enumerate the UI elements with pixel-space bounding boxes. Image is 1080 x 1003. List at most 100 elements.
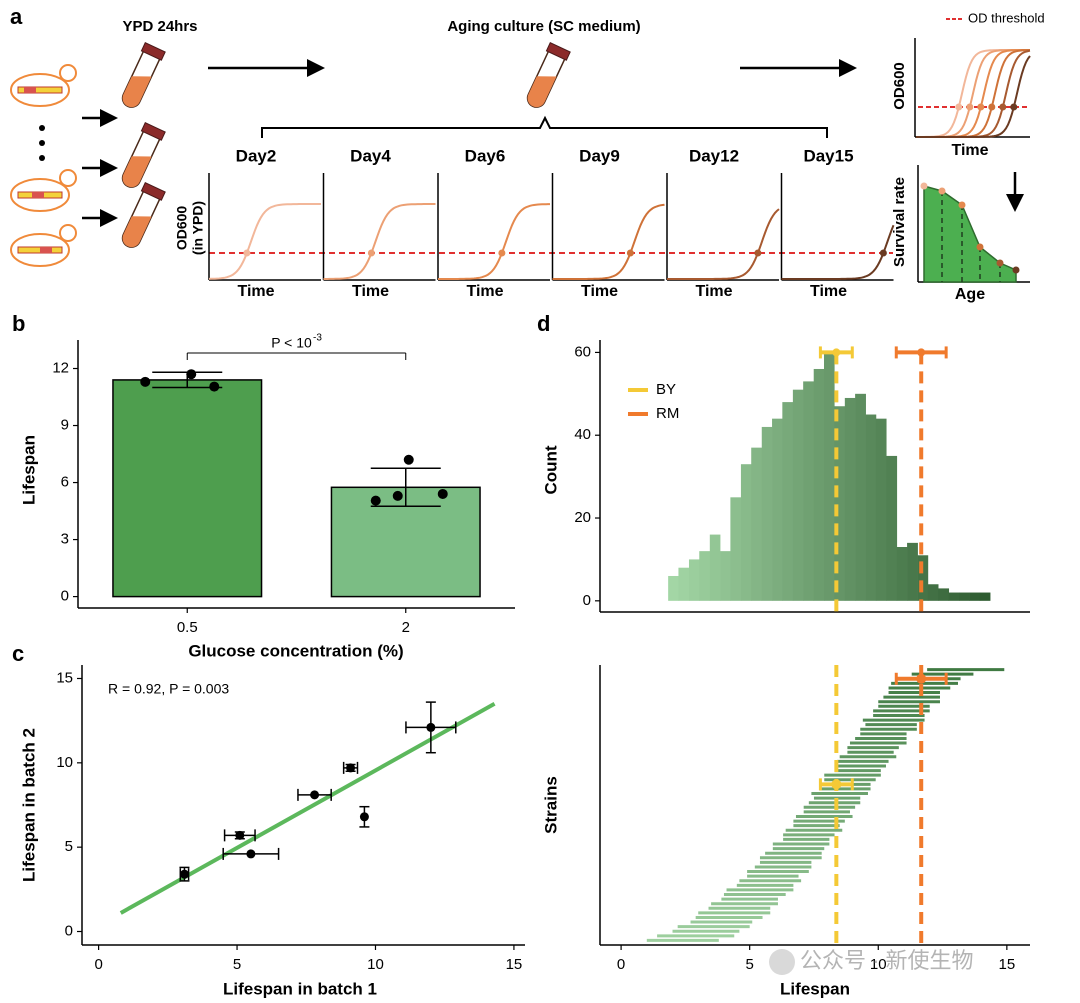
yeast-bud (59, 64, 77, 82)
y-tick-label: 12 (52, 359, 69, 376)
histogram-bar (886, 455, 898, 601)
ellipsis-dot (39, 155, 45, 161)
panel-label: d (537, 311, 550, 336)
histogram-bar (730, 497, 742, 601)
threshold-dot (367, 249, 375, 257)
histogram-bar (688, 559, 700, 601)
histogram-bar (959, 592, 970, 601)
histogram-bar (938, 588, 950, 601)
survival-area (923, 185, 1017, 283)
x-axis-label: Lifespan in batch 1 (223, 979, 377, 998)
data-point (426, 722, 436, 732)
y-axis-label: Lifespan (19, 435, 38, 505)
y-axis-label: Strains (541, 776, 560, 834)
day-label: Day2 (236, 146, 277, 165)
x-axis-label: Lifespan (780, 979, 850, 998)
data-point (392, 490, 403, 501)
time-label: Time (237, 283, 274, 300)
brace (261, 115, 828, 138)
data-point (437, 488, 448, 499)
mean-point (831, 779, 842, 790)
histogram-bar (834, 406, 846, 601)
histogram-bar (865, 414, 877, 601)
y-tick-label: 15 (56, 669, 73, 686)
data-point (140, 376, 151, 387)
od-dot (999, 103, 1007, 111)
growth-curve (552, 203, 665, 280)
tube (121, 122, 166, 188)
yeast-bud (59, 224, 77, 242)
step-label: YPD 24hrs (122, 18, 197, 35)
day-label: Day4 (350, 146, 391, 165)
step-label: Aging culture (SC medium) (447, 18, 640, 35)
data-point (403, 454, 414, 465)
legend-label: BY (656, 381, 676, 398)
tube-liquid (527, 76, 557, 108)
od-xlabel: Time (951, 142, 988, 159)
panel-label: a (10, 4, 23, 29)
arrow-head (307, 59, 325, 77)
tube-cap (545, 42, 571, 61)
x-axis-label: Glucose concentration (%) (188, 641, 403, 660)
y-tick-label: 3 (61, 531, 69, 548)
histogram-bar (699, 551, 711, 601)
histogram-bar (855, 393, 866, 601)
bar (112, 379, 263, 598)
growth-curve (781, 224, 895, 280)
survival-dot (976, 243, 984, 251)
x-tick-label: 15 (506, 956, 523, 973)
histogram-bar (927, 584, 939, 601)
arrow-head (100, 109, 118, 127)
histogram-bar (803, 381, 815, 601)
yeast-bud (59, 169, 77, 187)
tube (121, 42, 166, 108)
tube-cap (140, 122, 166, 141)
tube-cap (140, 182, 166, 201)
tube-liquid (122, 216, 152, 248)
x-tick-label: 10 (870, 956, 887, 973)
od-dot (955, 103, 963, 111)
histogram-bar (979, 592, 991, 601)
histogram-bar (709, 534, 721, 601)
time-label: Time (810, 283, 847, 300)
y-tick-label: 9 (61, 417, 69, 434)
histogram-bar (917, 555, 929, 601)
histogram-bar (844, 397, 856, 601)
ellipsis-dot (39, 125, 45, 131)
chromosome-segment (32, 192, 44, 198)
panel-label: b (12, 311, 25, 336)
legend-text: OD threshold (968, 10, 1045, 25)
od-curve (916, 55, 1031, 138)
y-tick-label: 0 (583, 592, 591, 609)
threshold-dot (498, 249, 506, 257)
histogram-bar (761, 426, 773, 601)
threshold-dot (754, 249, 762, 257)
arrow-head (1006, 194, 1024, 212)
surv-xlabel: Age (955, 286, 985, 303)
x-tick-label: 2 (402, 619, 410, 636)
watermark-icon (769, 949, 795, 975)
watermark: 公众号 · 新使生物 (800, 948, 974, 973)
x-tick-label: 10 (367, 956, 384, 973)
x-tick-label: 5 (746, 956, 754, 973)
histogram-bar (772, 418, 783, 601)
y-tick-label: 6 (61, 474, 69, 491)
time-label: Time (581, 283, 618, 300)
panel-label: c (12, 641, 24, 666)
histogram-bar (782, 402, 794, 601)
histogram-bar (813, 368, 825, 601)
ellipsis-dot (39, 140, 45, 146)
histogram-bar (824, 352, 835, 601)
data-point (370, 495, 381, 506)
growth-curve (438, 203, 550, 280)
histogram-bar (896, 547, 908, 601)
histogram-bar (740, 464, 752, 601)
annotation: P < 10 (271, 335, 312, 351)
fit-line (119, 702, 496, 915)
day-label: Day6 (465, 146, 506, 165)
mean-point (917, 348, 926, 357)
x-tick-label: 5 (233, 956, 241, 973)
growth-curve (323, 203, 436, 280)
data-point (186, 369, 197, 380)
